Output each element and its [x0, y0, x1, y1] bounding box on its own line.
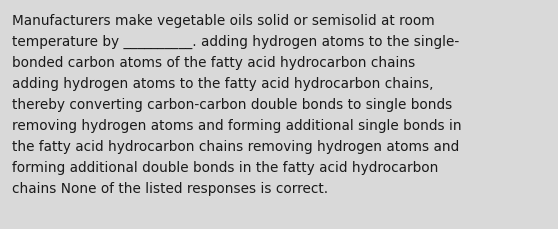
Text: bonded carbon atoms of the fatty acid hydrocarbon chains: bonded carbon atoms of the fatty acid hy…	[12, 56, 415, 70]
Text: removing hydrogen atoms and forming additional single bonds in: removing hydrogen atoms and forming addi…	[12, 118, 461, 132]
Text: Manufacturers make vegetable oils solid or semisolid at room: Manufacturers make vegetable oils solid …	[12, 14, 435, 28]
Text: the fatty acid hydrocarbon chains removing hydrogen atoms and: the fatty acid hydrocarbon chains removi…	[12, 139, 459, 153]
Text: forming additional double bonds in the fatty acid hydrocarbon: forming additional double bonds in the f…	[12, 160, 439, 174]
Text: temperature by __________. adding hydrogen atoms to the single-: temperature by __________. adding hydrog…	[12, 35, 459, 49]
Text: adding hydrogen atoms to the fatty acid hydrocarbon chains,: adding hydrogen atoms to the fatty acid …	[12, 77, 434, 91]
Text: chains None of the listed responses is correct.: chains None of the listed responses is c…	[12, 181, 328, 195]
Text: thereby converting carbon-carbon double bonds to single bonds: thereby converting carbon-carbon double …	[12, 98, 452, 112]
